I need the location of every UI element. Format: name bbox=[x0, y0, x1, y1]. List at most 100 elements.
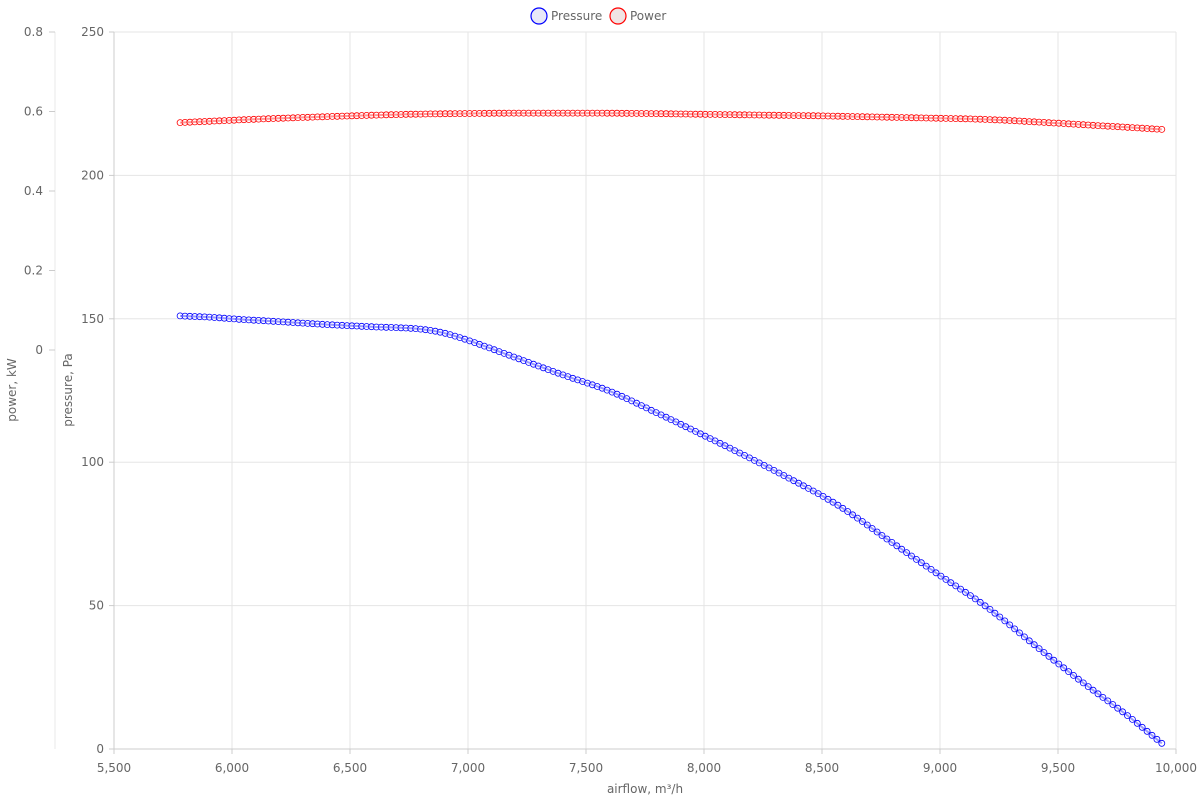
series-point-pressure bbox=[976, 598, 984, 606]
pressure-tick-label: 50 bbox=[89, 599, 104, 613]
series-point-pressure bbox=[854, 514, 861, 522]
series-point-pressure bbox=[927, 566, 935, 573]
series-point-pressure bbox=[888, 539, 896, 546]
series-point-pressure bbox=[1104, 697, 1112, 705]
power-tick-label: 0 bbox=[35, 343, 43, 357]
series-point-pressure bbox=[962, 588, 969, 596]
series-point-pressure bbox=[859, 518, 866, 525]
series-point-pressure bbox=[839, 504, 847, 512]
series-point-pressure bbox=[932, 569, 940, 577]
series-point-pressure bbox=[1084, 683, 1092, 690]
axes bbox=[54, 32, 1176, 750]
series-point-pressure bbox=[1075, 675, 1082, 683]
series-point-pressure bbox=[863, 521, 871, 529]
series-point-pressure bbox=[1143, 727, 1151, 735]
series-point-pressure bbox=[1070, 672, 1077, 679]
series-point-pressure bbox=[942, 576, 950, 583]
series-point-pressure bbox=[981, 602, 989, 610]
series-point-pressure bbox=[996, 613, 1004, 621]
series-pressure bbox=[176, 312, 1166, 747]
series-point-pressure bbox=[893, 542, 901, 550]
series-point-pressure bbox=[991, 609, 999, 617]
grid bbox=[113, 31, 1177, 750]
legend-label-power: Power bbox=[630, 9, 666, 23]
series-point-pressure bbox=[952, 582, 960, 590]
legend[interactable]: Pressure Power bbox=[530, 7, 666, 25]
pressure-tick-label: 100 bbox=[81, 455, 104, 469]
series-point-pressure bbox=[1011, 625, 1018, 633]
x-axis-ticks: 5,500 6,000 6,500 7,000 7,500 8,000 8,500 9,000… bbox=[97, 749, 1197, 775]
series-point-pressure bbox=[1138, 723, 1146, 731]
pressure-tick-label: 0 bbox=[96, 742, 104, 756]
series-point-pressure bbox=[873, 528, 881, 536]
series-point-pressure bbox=[1133, 719, 1141, 727]
series-point-pressure bbox=[1129, 716, 1136, 723]
series-point-pressure bbox=[1065, 668, 1072, 675]
series-point-pressure bbox=[1099, 694, 1107, 701]
pressure-tick-label: 200 bbox=[81, 168, 104, 182]
series-point-pressure bbox=[1016, 629, 1023, 637]
series-point-pressure bbox=[834, 501, 842, 509]
series-point-pressure bbox=[1060, 664, 1068, 672]
series-point-pressure bbox=[1030, 641, 1038, 649]
series-power bbox=[176, 109, 1166, 133]
series-point-pressure bbox=[957, 585, 964, 593]
series-point-pressure bbox=[1114, 704, 1122, 712]
series-point-pressure bbox=[1124, 712, 1131, 719]
x-tick-label: 7,500 bbox=[569, 761, 603, 775]
series-point-pressure bbox=[844, 508, 852, 515]
x-tick-label: 6,500 bbox=[333, 761, 367, 775]
series-point-pressure bbox=[829, 498, 837, 506]
series-point-pressure bbox=[947, 579, 955, 587]
series-point-pressure bbox=[1119, 708, 1126, 716]
series-point-pressure bbox=[937, 572, 945, 580]
series-point-pressure bbox=[868, 525, 876, 532]
series-line-pressure bbox=[180, 314, 1163, 745]
x-tick-label: 10,000 bbox=[1155, 761, 1197, 775]
series-point-pressure bbox=[1050, 656, 1058, 664]
x-tick-label: 8,500 bbox=[805, 761, 839, 775]
series-point-power bbox=[1158, 125, 1166, 133]
series-point-pressure bbox=[878, 532, 886, 539]
series-point-pressure bbox=[1045, 652, 1053, 660]
series-point-pressure bbox=[971, 595, 979, 603]
x-tick-label: 9,500 bbox=[1041, 761, 1075, 775]
series-point-pressure bbox=[1055, 660, 1063, 668]
pressure-tick-label: 250 bbox=[81, 25, 104, 39]
legend-item-power[interactable]: Power bbox=[609, 7, 666, 25]
pressure-axis-ticks: 0 50 100 150 200 250 bbox=[81, 25, 114, 756]
pressure-tick-label: 150 bbox=[81, 312, 104, 326]
series-point-pressure bbox=[922, 562, 930, 570]
legend-label-pressure: Pressure bbox=[551, 9, 602, 23]
series-point-pressure bbox=[986, 606, 994, 613]
series-point-pressure bbox=[1035, 645, 1043, 652]
series-point-pressure bbox=[1094, 690, 1102, 698]
series-point-pressure bbox=[1006, 621, 1014, 629]
pressure-axis-title: pressure, Pa bbox=[61, 353, 75, 427]
power-tick-label: 0.4 bbox=[24, 184, 43, 198]
x-tick-label: 5,500 bbox=[97, 761, 131, 775]
series-point-pressure bbox=[1025, 637, 1033, 645]
series-point-pressure bbox=[967, 592, 974, 599]
x-axis-title: airflow, m³/h bbox=[607, 782, 683, 796]
series-point-pressure bbox=[1153, 735, 1161, 743]
power-tick-label: 0.8 bbox=[24, 25, 43, 39]
series-point-pressure bbox=[849, 511, 856, 519]
power-tick-label: 0.2 bbox=[24, 264, 43, 278]
series-point-pressure bbox=[908, 552, 915, 560]
series-point-pressure bbox=[1021, 633, 1028, 641]
series-point-pressure bbox=[1158, 739, 1166, 747]
series-point-pressure bbox=[1109, 701, 1117, 708]
legend-swatch-power bbox=[609, 7, 627, 25]
legend-swatch-pressure bbox=[530, 7, 548, 25]
series-point-pressure bbox=[903, 549, 910, 556]
power-axis-title: power, kW bbox=[5, 358, 19, 422]
x-tick-label: 6,000 bbox=[215, 761, 249, 775]
series-layer bbox=[176, 109, 1166, 747]
power-axis-ticks: 0 0.2 0.4 0.6 0.8 bbox=[24, 25, 55, 357]
series-point-pressure bbox=[819, 492, 827, 500]
legend-item-pressure[interactable]: Pressure bbox=[530, 7, 602, 25]
series-point-pressure bbox=[883, 535, 891, 543]
series-point-pressure bbox=[913, 556, 920, 563]
